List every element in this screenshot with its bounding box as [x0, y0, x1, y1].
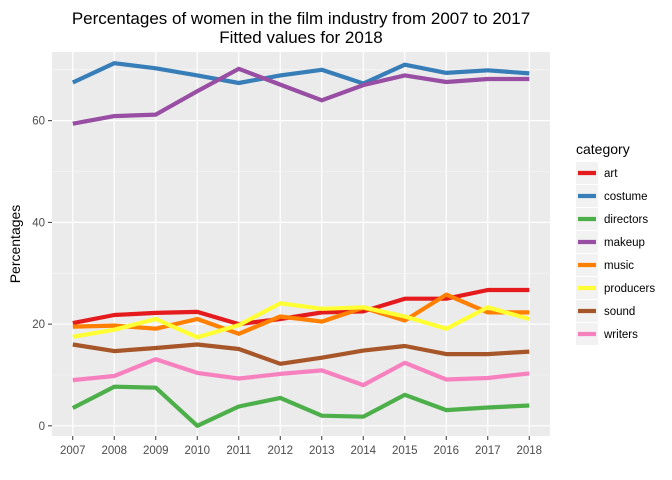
x-tick-label: 2015 — [392, 445, 418, 457]
y-tick-label: 40 — [32, 217, 45, 229]
y-tick-label: 20 — [32, 319, 45, 331]
series-line-music — [72, 292, 530, 336]
series-line-producers — [72, 301, 530, 340]
y-axis: 0 20 40 60 — [32, 116, 52, 433]
legend-label-sound: sound — [604, 306, 635, 318]
legend: category art costume directors makeup music p… — [576, 141, 655, 345]
x-tick-label: 2011 — [226, 445, 251, 457]
chart-title: Percentages of women in the film industr… — [72, 9, 530, 28]
legend-label-producers: producers — [604, 283, 655, 295]
series-line-costume — [71, 61, 530, 86]
x-tick-label: 2017 — [475, 445, 501, 457]
chart-subtitle: Fitted values for 2018 — [219, 28, 382, 47]
x-tick-label: 2009 — [143, 445, 169, 457]
y-tick-label: 60 — [32, 116, 45, 128]
x-tick-label: 2016 — [433, 445, 459, 457]
legend-label-writers: writers — [603, 329, 638, 341]
x-tick-label: 2013 — [309, 445, 335, 457]
legend-label-directors: directors — [604, 214, 648, 226]
series-line-writers — [72, 357, 530, 388]
x-tick-label: 2008 — [101, 445, 127, 457]
grid-minor — [52, 69, 550, 376]
x-tick-label: 2018 — [516, 445, 542, 457]
legend-label-music: music — [604, 260, 634, 272]
series-line-directors — [71, 384, 530, 428]
legend-title: category — [576, 141, 630, 157]
legend-label-art: art — [604, 168, 618, 180]
legend-label-makeup: makeup — [604, 237, 645, 249]
series-line-makeup — [72, 66, 530, 126]
x-tick-label: 2007 — [60, 445, 86, 457]
series-line-sound — [72, 342, 530, 366]
x-tick-label: 2010 — [184, 445, 210, 457]
grid-major — [52, 52, 550, 436]
x-axis: 2007 2008 2009 2010 2011 2012 2013 2014 2015 2016… — [60, 436, 542, 457]
y-axis-title: Percentages — [7, 205, 23, 284]
series-layer — [71, 61, 530, 428]
legend-label-costume: costume — [604, 191, 647, 203]
y-tick-label: 0 — [39, 421, 45, 433]
x-tick-label: 2014 — [350, 445, 376, 457]
x-tick-label: 2012 — [267, 445, 293, 457]
